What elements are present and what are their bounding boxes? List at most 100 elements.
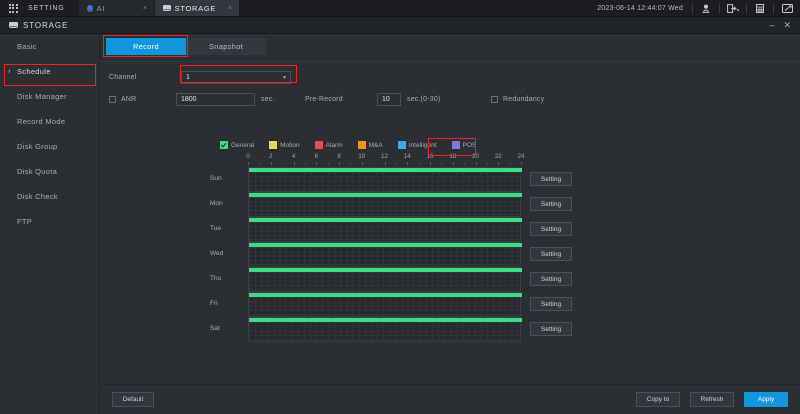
sidebar-item-ftp[interactable]: FTP [0,209,99,234]
close-icon[interactable]: ✕ [783,19,791,30]
close-icon[interactable]: × [142,4,148,12]
schedule-bar-general[interactable] [249,168,522,172]
day-label: Wed [210,250,224,257]
setting-button[interactable]: Setting [530,247,572,261]
setting-button[interactable]: Setting [530,222,572,236]
user-icon[interactable] [693,4,719,13]
sidebar-item-label: Record Mode [17,117,66,126]
sidebar-item-label: Disk Quota [17,167,58,176]
sidebar-item-disk-group[interactable]: Disk Group [0,134,99,159]
record-type-legend: General Motion Alarm M&A Intelligent POS [220,141,487,149]
alarm-swatch-icon [314,141,323,149]
grid-launcher-button[interactable] [0,0,26,16]
tab-record[interactable]: Record [106,38,186,55]
close-icon[interactable]: × [228,4,233,12]
prerecord-label: Pre-Record [305,96,343,103]
legend-item-ma[interactable]: M&A [357,141,383,149]
schedule-bar-general[interactable] [249,218,522,222]
setting-button[interactable]: Setting [530,197,572,211]
default-button[interactable]: Default [112,392,154,407]
apply-button[interactable]: Apply [744,392,788,407]
setting-button[interactable]: Setting [530,322,572,336]
axis-minor-tick [259,163,261,165]
chevron-down-icon: ▾ [282,75,286,81]
anr-row: ANR 1800 sec. Pre-Record 10 sec.(0-30) R… [109,93,544,106]
sidebar-item-disk-check[interactable]: Disk Check [0,184,99,209]
axis-tick-label: 4 [291,154,296,160]
sidebar: Basic › Schedule Disk Manager Record Mod… [0,34,100,414]
sidebar-item-schedule[interactable]: › Schedule [0,59,99,84]
copy-to-button[interactable]: Copy to [636,392,680,407]
anr-checkbox[interactable] [109,96,116,103]
window-title-bar: STORAGE – ✕ [0,17,800,34]
sidebar-item-disk-manager[interactable]: Disk Manager [0,84,99,109]
axis-tick [430,162,431,165]
legend-item-pos[interactable]: POS [451,141,477,149]
legend-item-alarm[interactable]: Alarm [314,141,343,149]
prerecord-input[interactable]: 10 [377,93,401,106]
setting-button[interactable]: Setting [530,172,572,186]
channel-row: Channel 1 ▾ [109,71,291,84]
tab-ai[interactable]: AI × [78,0,155,16]
axis-tick-label: 10 [358,154,366,160]
top-bar: SETTING AI × STORAGE × 2023-06-14 12:44:… [0,0,800,17]
pos-swatch-icon [451,141,460,149]
tab-storage[interactable]: STORAGE × [154,0,240,16]
schedule-bar-general[interactable] [249,193,522,197]
clock: 2023-06-14 12:44:07 Wed [597,4,683,12]
timeline-track[interactable] [248,267,522,292]
setting-label: SETTING [28,4,65,12]
legend-label: General [231,141,255,149]
axis-minor-tick [486,163,488,165]
sidebar-item-basic[interactable]: Basic [0,34,99,59]
anr-input[interactable]: 1800 [176,93,255,106]
refresh-button[interactable]: Refresh [690,392,734,407]
day-row-sat: Sat Setting [100,317,800,342]
schedule-bar-general[interactable] [249,243,522,247]
setting-button[interactable]: Setting [530,297,572,311]
legend-item-general[interactable]: General [220,141,254,149]
legend-item-intelligent[interactable]: Intelligent [397,141,437,149]
sidebar-item-disk-quota[interactable]: Disk Quota [0,159,99,184]
logout-icon[interactable] [720,3,746,13]
channel-select[interactable]: 1 ▾ [181,71,291,84]
axis-tick-label: 22 [494,154,502,160]
channel-label: Channel [109,74,137,81]
legend-label: POS [462,141,477,149]
display-icon[interactable] [774,3,800,13]
axis-minor-tick [464,163,466,165]
axis-tick [521,162,522,165]
tab-record-label: Record [133,42,159,51]
divider [773,2,774,14]
axis-tick-label: 2 [269,154,273,160]
timeline-track[interactable] [248,292,522,317]
legend-item-motion[interactable]: Motion [269,141,300,149]
timeline-track[interactable] [248,167,522,192]
setting-button[interactable]: Setting [530,272,572,286]
axis-minor-tick [350,163,352,165]
schedule-bar-general[interactable] [249,268,522,272]
tab-snapshot[interactable]: Snapshot [186,38,266,55]
redundancy-checkbox[interactable] [491,96,498,103]
timeline-track[interactable] [248,317,522,342]
timeline-track[interactable] [248,242,522,267]
calculator-icon[interactable] [747,3,773,13]
sidebar-item-record-mode[interactable]: Record Mode [0,109,99,134]
minimize-icon[interactable]: – [769,19,775,30]
timeline-track[interactable] [248,217,522,242]
divider [746,2,747,14]
legend-label: Motion [280,141,300,149]
sidebar-item-label: Disk Group [17,142,58,151]
grid-icon [8,3,18,13]
window-controls: – ✕ [769,19,800,30]
intelligent-swatch-icon [397,141,406,149]
top-bar-right: 2023-06-14 12:44:07 Wed [588,0,800,16]
axis-tick [293,162,295,165]
schedule-bar-general[interactable] [249,318,522,322]
timeline-track[interactable] [248,192,522,217]
schedule-bar-general[interactable] [249,293,522,297]
axis-tick-label: 12 [381,154,388,160]
redundancy-label: Redundancy [503,96,545,103]
axis-tick-label: 0 [246,154,250,160]
